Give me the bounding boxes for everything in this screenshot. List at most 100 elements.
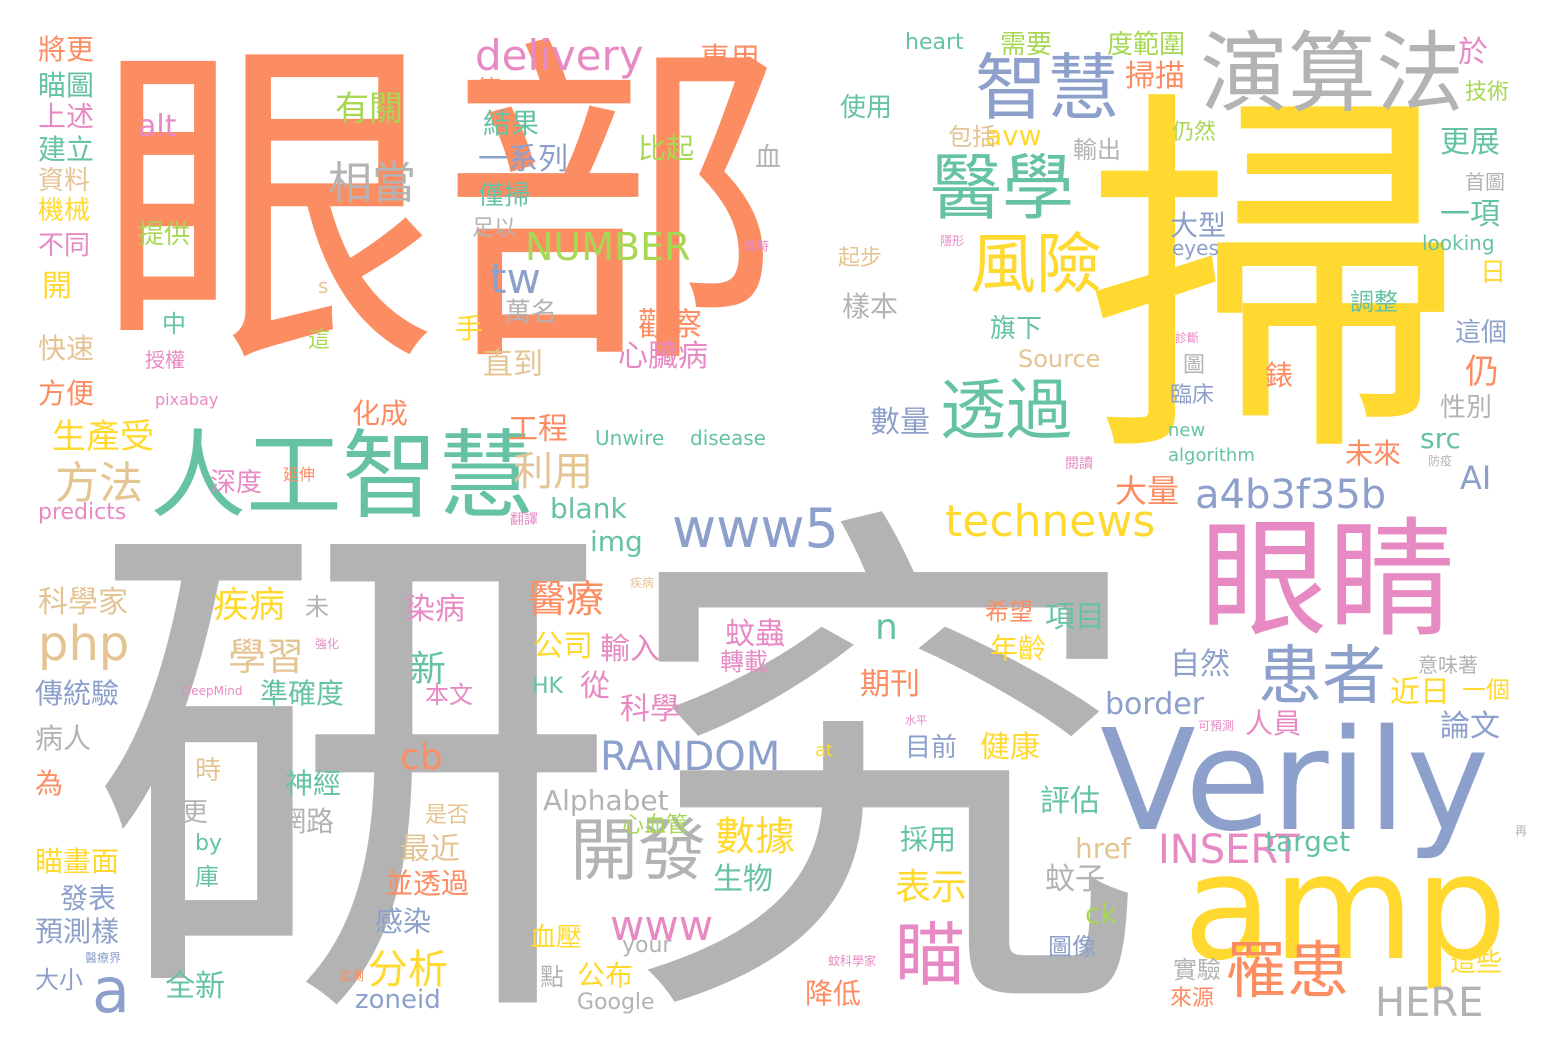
word-cloud-word: zoneid [355,985,441,1015]
word-cloud-word: 需要 [1000,30,1053,60]
word-cloud-word: 傳 [475,76,502,106]
word-cloud-word: Source [1018,345,1101,373]
word-cloud-word: 近日 [1390,675,1450,710]
word-cloud-word: HERE [1375,980,1484,1026]
word-cloud-word: 網路 [278,805,335,838]
word-cloud-word: 人員 [1245,707,1302,740]
word-cloud-word: 預測樣 [35,915,120,948]
word-cloud-word: 科學 [620,692,680,727]
word-cloud-word: 比起 [638,132,695,165]
word-cloud-word: 授權 [145,348,185,372]
word-cloud-word: DeepMind [182,684,243,698]
word-cloud-word: 專用 [700,42,760,77]
word-cloud-word: 快速 [38,332,95,365]
word-cloud-word: 強化 [315,637,340,651]
word-cloud-word: 準確度 [260,677,345,710]
word-cloud-word: www [610,901,714,950]
word-cloud-word: href [1075,832,1131,865]
word-cloud-word: a4b3f35b [1195,472,1387,518]
word-cloud-word: 數據 [715,814,795,860]
word-cloud-word: 健康 [980,730,1040,765]
word-cloud-word: at [815,740,834,761]
word-cloud-word: 直到 [483,347,543,382]
word-cloud-word: 仍 [1465,352,1499,392]
word-cloud-word: 更 [182,798,209,828]
word-cloud-word: 工程 [508,412,568,447]
word-cloud-word: 公司 [533,629,593,664]
word-cloud-word: 這 [308,328,331,353]
word-cloud-word: 時 [195,756,222,786]
word-cloud-word: 輸入 [600,632,660,667]
word-cloud-word: 大小 [35,966,83,994]
word-cloud-word: 大量 [1115,472,1180,510]
word-cloud-word: 技術 [1465,80,1510,105]
word-cloud-word: 風險 [970,226,1102,303]
word-cloud-word: 掃 [1085,60,1465,503]
word-cloud-word: 科學家 [38,585,128,620]
word-cloud-word: 輸出 [1073,136,1121,164]
word-cloud-word: by [195,831,222,856]
word-cloud-word: 希望 [985,598,1033,626]
word-cloud-word: 掃描 [1125,59,1185,94]
word-cloud-word: 觀察 [638,305,703,343]
word-cloud-word: 生物 [713,862,773,897]
word-cloud-word: 即時 [745,239,770,253]
word-cloud-word: 感染 [375,905,432,938]
word-cloud-word: 萬名 [505,298,558,328]
word-cloud-word: php [38,616,130,672]
word-cloud-word: 瞄 [895,914,965,996]
word-cloud-word: 可預測 [1198,719,1235,733]
word-cloud-word: new [1168,420,1206,441]
word-cloud-word: 方便 [38,377,95,410]
word-cloud-word: 年齡 [990,632,1047,665]
word-cloud-word: technews [945,496,1156,547]
word-cloud-word: looking [1422,231,1495,255]
word-cloud-word: 研究 [88,468,1148,1052]
word-cloud-word: 全新 [165,969,225,1004]
word-cloud-word: 使用 [840,93,893,123]
word-cloud-word: 樣本 [842,290,899,323]
word-cloud-word: avw [985,119,1042,152]
word-cloud-word: 深度 [210,468,263,498]
word-cloud-word: 起步 [838,246,883,271]
word-cloud-word: 僅掃 [478,181,531,211]
word-cloud-word: 眼睛 [1200,506,1457,655]
word-cloud-word: 蚊科學家 [828,954,877,968]
word-cloud-word: Alphabet [543,784,669,817]
word-cloud-word: www5 [672,497,839,560]
word-cloud-word: Google [577,990,655,1015]
word-cloud-word: 生產受 [52,417,154,457]
word-cloud-word: 醫學 [930,146,1075,230]
word-cloud-word: blank [550,492,627,525]
word-cloud-word: cb [400,737,443,778]
word-cloud-word: 最近 [400,832,460,867]
word-cloud-word: 日 [1480,258,1507,288]
word-cloud-word: 閱讀 [1065,456,1093,472]
word-cloud-word: amp [1183,823,1508,993]
word-cloud-word: 醫療界 [85,951,122,965]
word-cloud-word: your [622,933,672,958]
word-cloud-word: 建立 [38,133,95,166]
word-cloud-word: 一個 [1462,676,1510,704]
word-cloud-word: 相當 [328,158,416,209]
word-cloud-word: 首圖 [1465,170,1505,194]
word-cloud-word: 智慧 [975,46,1120,130]
word-cloud-word: 實驗 [1173,956,1221,984]
word-cloud-word: 蚊子 [1045,862,1105,897]
word-cloud-word: 診斷 [1175,331,1200,345]
word-cloud-word: 這個 [1455,318,1508,348]
word-cloud-word: 資料 [38,166,91,196]
word-cloud-word: disease [690,426,766,450]
word-cloud-word: 罹患 [1225,934,1350,1007]
word-cloud-word: a [92,954,130,1027]
word-cloud-word: 瞄畫面 [35,845,120,878]
word-cloud-word: 手 [455,312,484,345]
word-cloud-word: 數量 [870,405,930,440]
word-cloud-word: 疾病 [213,585,286,626]
word-cloud-word: alt [138,109,177,144]
word-cloud-word: 未 [305,593,329,621]
word-cloud-word: 監測 [340,969,365,983]
word-cloud-word: 旗下 [990,314,1043,344]
word-cloud-word: 意味著 [1418,653,1478,677]
